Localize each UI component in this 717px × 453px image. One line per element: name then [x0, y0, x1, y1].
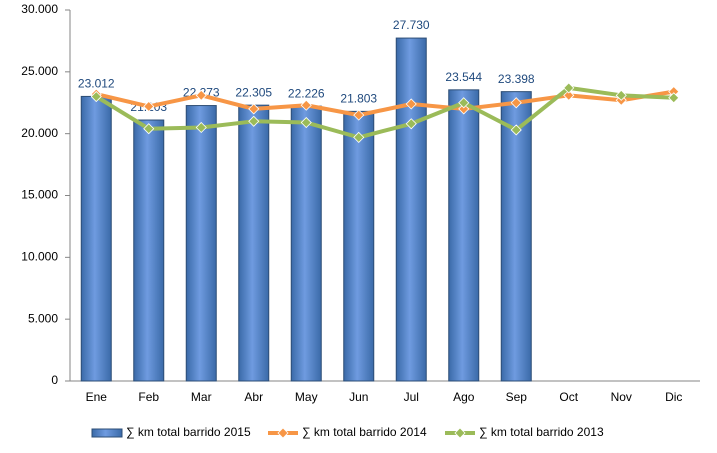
data-label: 23.012	[78, 77, 115, 91]
marker	[143, 100, 155, 113]
bar	[80, 95, 112, 382]
data-label: 23.398	[498, 72, 535, 86]
y-tick-label: 10.000	[21, 250, 58, 264]
marker	[353, 131, 365, 143]
bar	[500, 91, 532, 382]
data-label: 22.226	[288, 86, 325, 100]
y-tick-label: 20.000	[21, 126, 58, 140]
legend-swatch	[91, 428, 123, 438]
marker	[300, 99, 312, 111]
data-label: 27.730	[393, 18, 430, 32]
x-tick-label: Nov	[611, 390, 632, 404]
marker	[90, 91, 102, 103]
x-tick-label: Ene	[86, 390, 108, 404]
bar	[395, 37, 427, 382]
marker	[563, 89, 575, 101]
bar	[185, 105, 217, 382]
line	[95, 85, 674, 140]
marker	[248, 103, 260, 115]
y-tick-label: 5.000	[28, 311, 58, 325]
x-tick-label: Mar	[191, 390, 212, 404]
bar	[343, 110, 375, 382]
legend-label: ∑ km total barrido 2015	[126, 425, 251, 439]
data-label: 23.544	[445, 70, 482, 84]
marker	[510, 124, 522, 136]
marker	[405, 118, 417, 130]
y-tick-label: 15.000	[21, 188, 58, 202]
data-label: 21.803	[340, 92, 377, 106]
marker	[195, 121, 207, 134]
marker	[563, 82, 575, 94]
legend-marker	[277, 427, 289, 439]
bar	[448, 89, 480, 382]
marker	[458, 97, 470, 109]
x-tick-label: Jul	[404, 390, 419, 404]
x-tick-label: May	[295, 390, 318, 404]
marker	[248, 115, 260, 127]
y-tick-label: 0	[51, 373, 58, 387]
marker	[300, 116, 312, 129]
x-tick-label: Oct	[559, 390, 578, 404]
bar	[133, 119, 165, 382]
legend-label: ∑ km total barrido 2014	[302, 425, 427, 439]
line	[95, 89, 675, 118]
x-tick-label: Sep	[506, 390, 528, 404]
x-tick-label: Abr	[244, 390, 263, 404]
marker	[458, 103, 470, 115]
y-tick-label: 30.000	[21, 2, 58, 16]
bar	[290, 105, 322, 382]
y-tick-label: 25.000	[21, 64, 58, 78]
marker	[510, 97, 522, 109]
marker	[143, 123, 155, 135]
marker	[405, 98, 417, 110]
marker	[195, 89, 207, 101]
x-tick-label: Feb	[138, 390, 159, 404]
x-tick-label: Dic	[665, 390, 682, 404]
data-label: 22.305	[235, 85, 272, 99]
marker	[615, 89, 627, 101]
legend-label: ∑ km total barrido 2013	[479, 425, 604, 439]
marker	[668, 92, 680, 104]
x-tick-label: Jun	[349, 390, 368, 404]
marker	[353, 109, 365, 121]
legend-marker	[454, 427, 466, 439]
bar	[238, 104, 270, 382]
x-tick-label: Ago	[453, 390, 475, 404]
